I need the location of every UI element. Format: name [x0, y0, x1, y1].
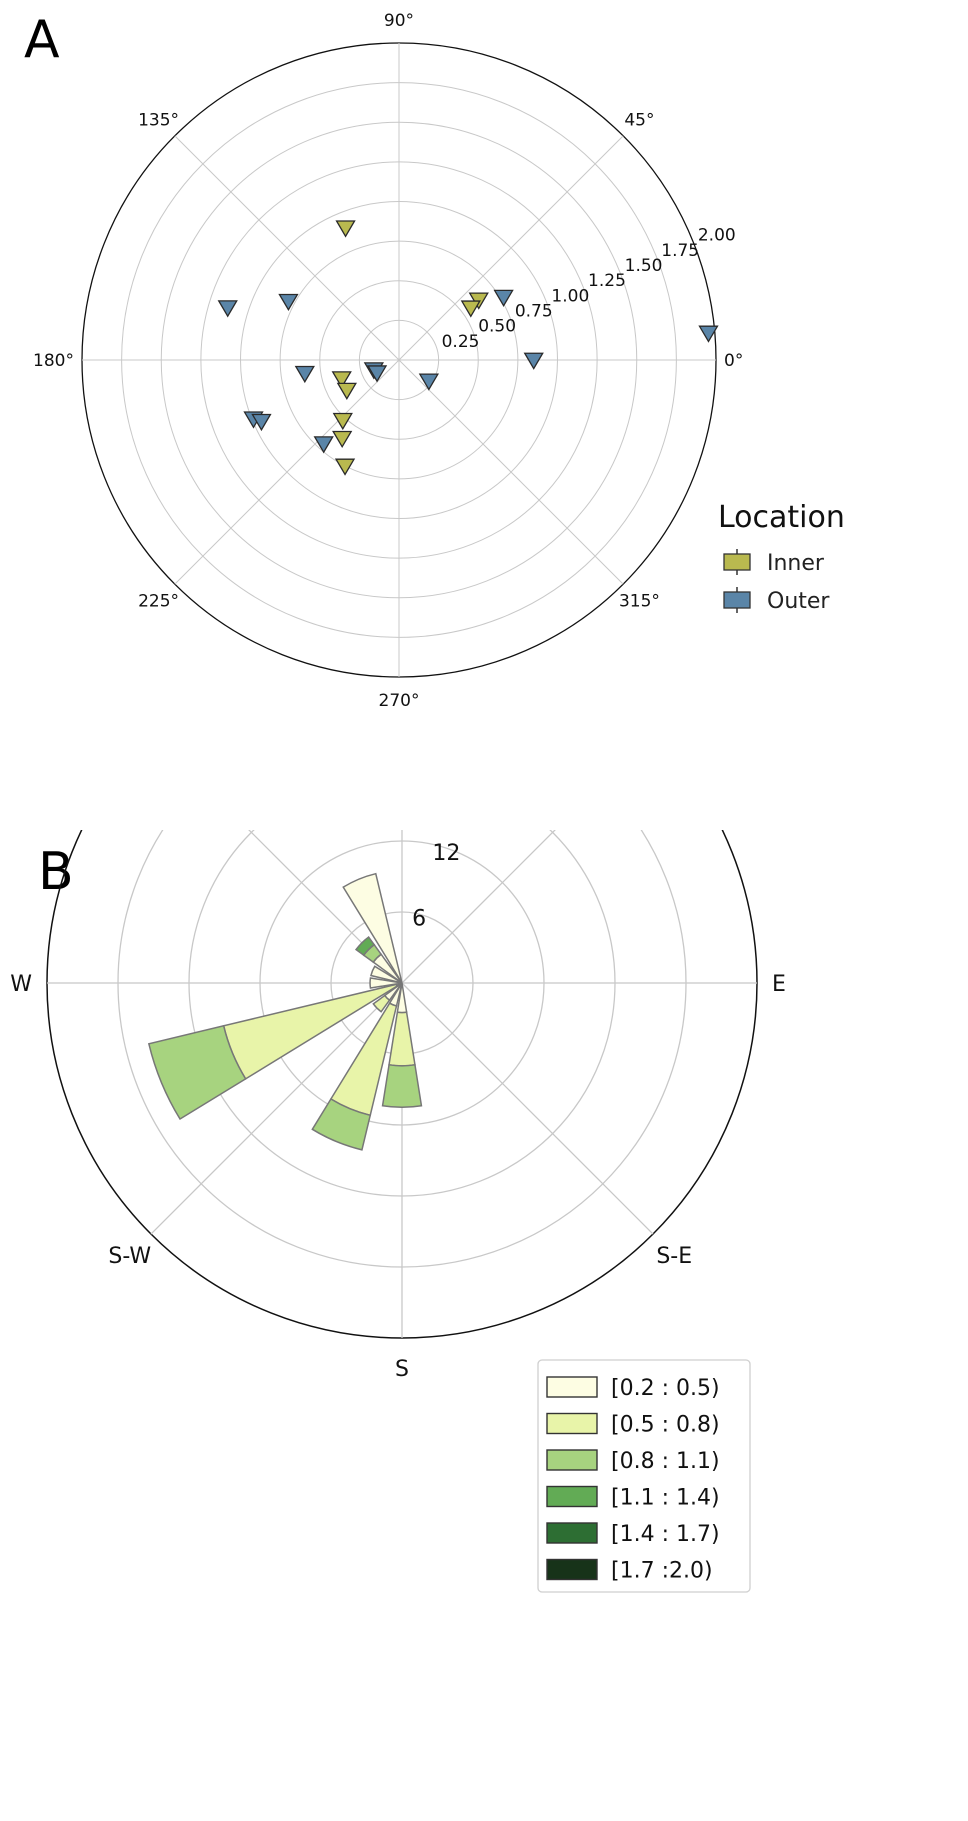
radial-tick-label: 0.25: [442, 332, 480, 352]
scatter-point-outer: [313, 436, 334, 454]
wind-rose-bar: [355, 936, 376, 957]
direction-label: W: [10, 972, 32, 997]
direction-label: S: [395, 1357, 409, 1382]
direction-label: E: [772, 972, 786, 997]
angle-tick-label: 225°: [138, 591, 179, 611]
legend-label: [0.8 : 1.1): [611, 1449, 720, 1474]
angle-tick-label: 180°: [33, 351, 74, 371]
polar-grid-spoke: [398, 359, 624, 585]
radial-tick-label: 1.00: [551, 286, 589, 306]
wind-rose-bar: [381, 1063, 423, 1108]
polar-grid-spoke: [398, 135, 624, 361]
legend-label: [0.2 : 0.5): [611, 1376, 720, 1401]
radial-tick-label: 0.50: [478, 317, 516, 337]
legend-swatch: [546, 1522, 598, 1544]
polar-grid-spoke: [401, 830, 556, 984]
legend-label: [0.5 : 0.8): [611, 1413, 720, 1438]
legend-label: Outer: [767, 589, 830, 614]
scatter-point-inner: [336, 382, 357, 400]
wind-rose-bar: [311, 1097, 372, 1151]
polar-labels-a: 0° 45° 90° 135° 180° 225° 270° 315° 0.250.500.75…: [33, 11, 743, 711]
scatter-point-inner: [460, 300, 481, 318]
angle-tick-label: 135°: [138, 111, 179, 131]
legend-label: [1.1 : 1.4): [611, 1486, 720, 1511]
polar-grid-spoke: [401, 982, 654, 1235]
direction-label: S-W: [108, 1244, 151, 1269]
legend-swatch: [546, 1376, 598, 1398]
legend-key-box: [723, 553, 751, 571]
wind-rose-bar: [370, 965, 403, 984]
scatter-point-outer: [523, 352, 544, 370]
radial-tick-label: 6: [412, 906, 426, 931]
angle-tick-label: 270°: [379, 691, 420, 711]
polar-grid-spoke: [150, 982, 403, 1235]
scatter-point-inner: [332, 412, 353, 431]
legend-label: [1.4 : 1.7): [611, 1522, 720, 1547]
scatter-point-outer: [294, 365, 315, 384]
wind-rose-bar: [372, 994, 391, 1013]
radial-tick-label: 1.75: [661, 241, 699, 261]
polar-grid-spoke: [248, 830, 403, 984]
scatter-point-outer: [278, 293, 299, 312]
scatter-point-outer: [251, 413, 272, 432]
radial-tick-label: 0.75: [515, 302, 553, 322]
scatter-point-outer: [217, 300, 238, 318]
radial-tick-label: 12: [432, 841, 460, 866]
scatter-points: [217, 220, 719, 476]
scatter-point-outer: [493, 289, 514, 307]
legend-speed-bins: [0.2 : 0.5) [0.5 : 0.8) [0.8 : 1.1) [1.1 : …: [537, 1359, 751, 1593]
scatter-point-outer: [418, 373, 439, 391]
direction-label: S-E: [656, 1244, 692, 1269]
angle-tick-label: 45°: [624, 111, 654, 131]
legend-title: Location: [718, 500, 845, 535]
legend-swatch: [546, 1485, 598, 1508]
polar-grid-spoke: [174, 359, 400, 585]
legend-label: [1.7 :2.0): [611, 1559, 713, 1584]
legend-location: Location Inner Outer: [718, 500, 845, 614]
scatter-point-inner: [331, 371, 352, 389]
wind-rose-bars: [147, 872, 423, 1151]
wind-rose-bar: [369, 977, 403, 989]
legend-key-box: [723, 591, 751, 609]
polar-scatter-chart: 0° 45° 90° 135° 180° 225° 270° 315° 0.250.500.75…: [33, 11, 845, 711]
radial-tick-label: 1.25: [588, 271, 626, 291]
legend-swatch: [546, 1412, 598, 1435]
polar-grid-b: [46, 830, 758, 1339]
angle-tick-label: 315°: [619, 591, 660, 611]
scatter-point-inner: [335, 220, 356, 238]
legend-swatch: [546, 1449, 598, 1471]
radial-tick-label: 1.50: [625, 256, 663, 276]
scatter-point-outer: [366, 365, 388, 383]
polar-grid-spoke: [174, 135, 400, 361]
scatter-point-inner: [334, 458, 356, 476]
angle-tick-label: 90°: [384, 11, 414, 31]
angle-tick-label: 0°: [724, 351, 743, 371]
scatter-point-outer: [698, 325, 719, 343]
polar-labels-b: NN-EES-ESS-WWN-W612182430: [10, 841, 786, 1382]
panel-a-label: A: [24, 10, 60, 70]
wind-rose-bar: [342, 872, 403, 984]
radial-tick-label: 2.00: [698, 226, 736, 246]
panel-b-label: B: [38, 842, 74, 902]
wind-rose-bar: [147, 1024, 247, 1121]
legend-swatch: [546, 1558, 598, 1581]
polar-grid-a: [81, 42, 717, 678]
legend-label: Inner: [767, 551, 825, 576]
scatter-point-inner: [332, 430, 353, 449]
wind-rose-chart: NN-EES-ESS-WWN-W612182430 [0.2 : 0.5)[0.…: [10, 830, 786, 1593]
